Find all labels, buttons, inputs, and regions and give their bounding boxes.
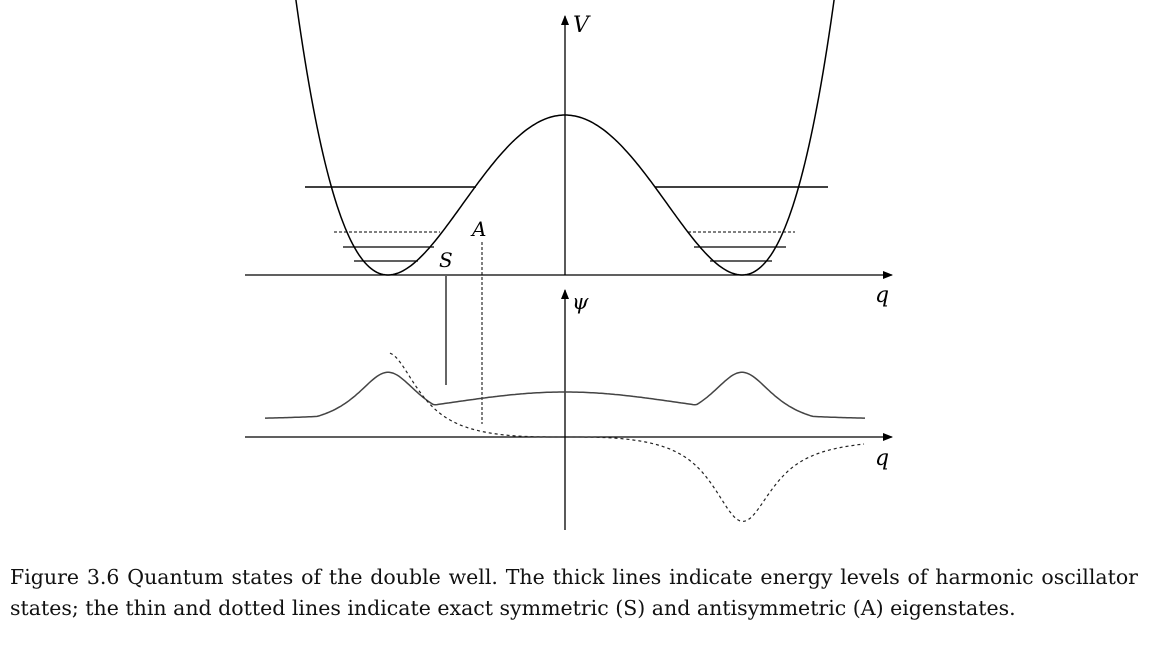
- figure-caption: Figure 3.6 Quantum states of the double …: [10, 562, 1138, 624]
- symmetric-eigenstate-curve: [265, 371, 865, 419]
- q-axis-bottom-label: q: [875, 446, 889, 471]
- a-label: A: [470, 217, 486, 241]
- psi-axis-label: ψ: [572, 290, 589, 314]
- caption-label: Figure 3.6: [10, 565, 120, 589]
- double-well-figure: V q ψ q S A: [245, 0, 893, 530]
- right-well-levels: [655, 186, 828, 262]
- antisymmetric-eigenstate-curve: [389, 352, 865, 522]
- potential-curve: [295, 0, 835, 276]
- s-label: S: [439, 248, 453, 272]
- q-axis-top-label: q: [875, 283, 889, 308]
- caption-text: Quantum states of the double well. The t…: [10, 565, 1138, 620]
- left-well-levels: [305, 186, 476, 262]
- v-axis-label: V: [573, 13, 591, 38]
